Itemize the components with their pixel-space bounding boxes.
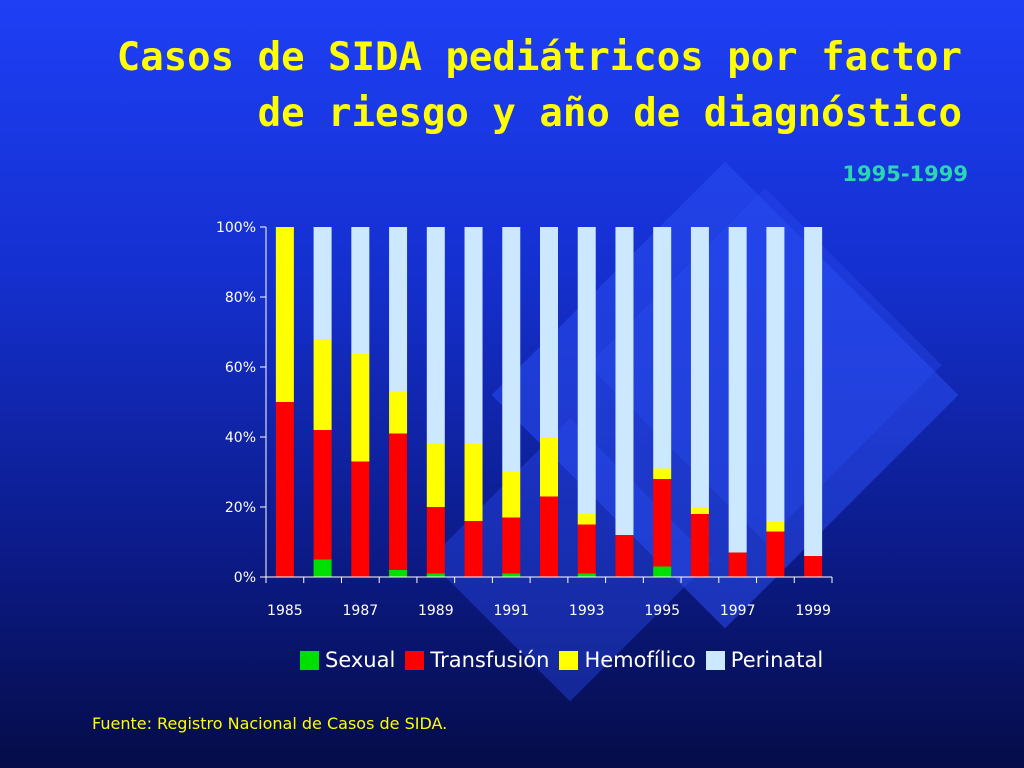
bar-1985-transfusion bbox=[275, 402, 294, 577]
x-tick-label: 1991 bbox=[493, 603, 529, 619]
bar-1993-transfusion bbox=[577, 524, 596, 574]
y-tick-label: 0% bbox=[234, 570, 256, 586]
x-tick-label: 1997 bbox=[720, 603, 756, 619]
slide-title: Casos de SIDA pediátricos por factor de … bbox=[62, 30, 962, 142]
x-tick-label: 1985 bbox=[267, 603, 303, 619]
legend-item-perinatal: Perinatal bbox=[705, 648, 824, 672]
bar-1996-transfusion bbox=[690, 514, 709, 577]
y-tick-label: 80% bbox=[225, 290, 256, 306]
bar-1985-hemofilico bbox=[275, 227, 294, 402]
x-tick-label: 1989 bbox=[418, 603, 454, 619]
bar-1989-hemofilico bbox=[426, 444, 445, 507]
y-tick-label: 20% bbox=[225, 500, 256, 516]
bar-1993-perinatal bbox=[577, 227, 596, 514]
subtitle-years: 1995-1999 bbox=[842, 162, 968, 186]
bar-1994-perinatal bbox=[615, 227, 634, 535]
bar-1995-perinatal bbox=[653, 227, 672, 469]
bar-1997-transfusion bbox=[728, 552, 747, 577]
bar-1996-perinatal bbox=[690, 227, 709, 507]
legend-label-perinatal: Perinatal bbox=[730, 648, 824, 672]
bar-1989-transfusion bbox=[426, 507, 445, 574]
x-tick-label: 1999 bbox=[795, 603, 831, 619]
bar-1998-transfusion bbox=[766, 531, 785, 577]
title-line-1: Casos de SIDA pediátricos por factor bbox=[116, 35, 962, 80]
legend-swatch-hemofilico bbox=[559, 650, 579, 670]
bar-1992-perinatal bbox=[540, 227, 558, 437]
bar-1992-hemofilico bbox=[540, 437, 558, 497]
bar-1999-transfusion bbox=[804, 556, 823, 577]
y-tick-label: 100% bbox=[216, 220, 256, 236]
legend-label-transfusion: Transfusión bbox=[430, 648, 550, 672]
bar-1995-transfusion bbox=[653, 479, 672, 567]
bar-1987-transfusion bbox=[351, 461, 370, 577]
bar-1991-sexual bbox=[502, 573, 521, 577]
bar-1998-perinatal bbox=[766, 227, 785, 521]
source-note: Fuente: Registro Nacional de Casos de SI… bbox=[92, 714, 448, 733]
bar-1988-hemofilico bbox=[389, 391, 408, 434]
bar-1991-transfusion bbox=[502, 517, 521, 574]
bar-1995-hemofilico bbox=[653, 468, 672, 479]
axes-group: 0% 20% 40% 60% 80% 100% 1985 1987 1989 1991 1993 19… bbox=[216, 220, 833, 619]
bar-1996-hemofilico bbox=[690, 507, 709, 514]
bar-1987-hemofilico bbox=[351, 353, 370, 462]
legend-label-hemofilico: Hemofílico bbox=[584, 648, 696, 672]
bar-1998-hemofilico bbox=[766, 521, 785, 532]
bar-1988-perinatal bbox=[389, 227, 408, 392]
legend-item-hemofilico: Hemofílico bbox=[559, 648, 696, 672]
bar-1990-hemofilico bbox=[464, 444, 483, 521]
legend-label-sexual: Sexual bbox=[325, 648, 396, 672]
bar-1990-transfusion bbox=[464, 521, 483, 577]
bar-1989-perinatal bbox=[426, 227, 445, 444]
y-tick-label: 60% bbox=[225, 360, 256, 376]
bar-1990-perinatal bbox=[464, 227, 483, 444]
chart-legend: Sexual Transfusión Hemofílico Perinatal bbox=[300, 648, 833, 672]
bar-1986-sexual bbox=[313, 559, 332, 577]
bar-1986-perinatal bbox=[313, 227, 332, 339]
bar-1988-sexual bbox=[389, 570, 408, 577]
y-tick-label: 40% bbox=[225, 430, 256, 446]
bar-1997-perinatal bbox=[728, 227, 747, 553]
bar-1993-hemofilico bbox=[577, 514, 596, 525]
legend-item-transfusion: Transfusión bbox=[405, 648, 549, 672]
bar-1991-hemofilico bbox=[502, 472, 521, 518]
legend-swatch-transfusion bbox=[405, 650, 425, 670]
legend-swatch-perinatal bbox=[705, 650, 725, 670]
title-line-2: de riesgo y año de diagnóstico bbox=[257, 91, 962, 136]
bar-1995-sexual bbox=[653, 566, 672, 577]
bars-group bbox=[275, 227, 823, 577]
bar-1994-transfusion bbox=[615, 535, 634, 577]
x-tick-label: 1995 bbox=[644, 603, 680, 619]
bar-1986-hemofilico bbox=[313, 339, 332, 430]
bar-1986-transfusion bbox=[313, 430, 332, 560]
x-tick-label: 1993 bbox=[569, 603, 605, 619]
bar-1989-sexual bbox=[426, 573, 445, 577]
bar-1987-perinatal bbox=[351, 227, 370, 353]
x-tick-label: 1987 bbox=[343, 603, 379, 619]
bar-1992-transfusion bbox=[540, 496, 558, 577]
bar-1999-perinatal bbox=[804, 227, 823, 556]
bar-1988-transfusion bbox=[389, 433, 408, 570]
legend-item-sexual: Sexual bbox=[300, 648, 395, 672]
bar-1993-sexual bbox=[577, 573, 596, 577]
bar-1991-perinatal bbox=[502, 227, 521, 472]
legend-swatch-sexual bbox=[300, 650, 319, 670]
